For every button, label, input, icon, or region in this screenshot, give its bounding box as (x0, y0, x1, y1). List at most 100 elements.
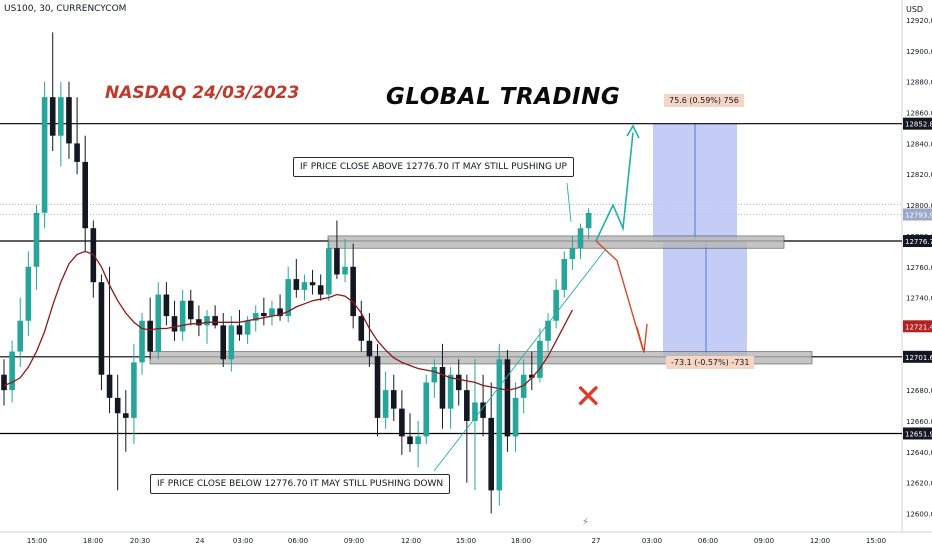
candle-body[interactable] (585, 212, 592, 229)
x-tick-label: 18:00 (511, 537, 531, 545)
x-tick-label: 03:00 (642, 537, 662, 545)
candle-body[interactable] (123, 413, 129, 418)
price-label-bg (903, 427, 932, 440)
price-label-bg (903, 320, 932, 333)
candle-body[interactable] (58, 97, 64, 136)
price-label-bg (903, 117, 932, 130)
candle-body[interactable] (455, 374, 462, 391)
candle-body[interactable] (520, 374, 527, 398)
range-down-label: -73.1 (-0.57%) -731 (666, 356, 755, 369)
candle-body[interactable] (147, 320, 153, 352)
candle-body[interactable] (309, 282, 316, 286)
candle-body[interactable] (382, 390, 389, 418)
candle-body[interactable] (293, 279, 300, 290)
candle-body[interactable] (49, 97, 56, 136)
candle-body[interactable] (74, 143, 80, 162)
candle-body[interactable] (326, 248, 332, 295)
y-tick-label: 12860.0 (906, 110, 932, 118)
moving-average-line[interactable] (3, 250, 573, 391)
candle-body[interactable] (529, 374, 535, 378)
candle-body[interactable] (390, 390, 397, 409)
candle-body[interactable] (1, 374, 7, 391)
candle-body[interactable] (9, 351, 15, 391)
candle-body[interactable] (244, 320, 251, 335)
candle-body[interactable] (171, 316, 178, 332)
candle-body[interactable] (407, 436, 413, 445)
candle-body[interactable] (447, 374, 454, 409)
candle-body[interactable] (236, 325, 243, 335)
y-tick-label: 12900.0 (906, 48, 932, 56)
candle-body[interactable] (131, 362, 137, 418)
candle-body[interactable] (179, 300, 186, 332)
candle-body[interactable] (261, 313, 267, 317)
candle-body[interactable] (561, 259, 568, 290)
candle-body[interactable] (163, 294, 170, 317)
candle-body[interactable] (269, 308, 275, 317)
candle-body[interactable] (488, 417, 494, 491)
candle-body[interactable] (277, 308, 283, 317)
x-tick-label: 15:00 (456, 537, 476, 545)
note-up[interactable]: IF PRICE CLOSE ABOVE 12776.70 IT MAY STI… (293, 157, 574, 177)
candle-body[interactable] (301, 282, 308, 290)
candle-body[interactable] (220, 325, 227, 360)
candle-body[interactable] (204, 316, 210, 326)
candle-body[interactable] (496, 359, 503, 491)
candle-body[interactable] (415, 436, 421, 445)
x-tick-label: 18:00 (83, 537, 103, 545)
candle-body[interactable] (285, 279, 291, 317)
candle-body[interactable] (569, 248, 576, 260)
candle-body[interactable] (464, 390, 470, 421)
candle-body[interactable] (366, 340, 373, 357)
candle-body[interactable] (399, 408, 405, 437)
candle-body[interactable] (212, 316, 218, 326)
candle-body[interactable] (423, 382, 430, 437)
candle-body[interactable] (504, 359, 511, 437)
candle-body[interactable] (537, 340, 543, 378)
x-tick-label: 24 (196, 537, 205, 545)
y-tick-label: 12640.0 (906, 449, 932, 457)
candle-body[interactable] (439, 367, 446, 409)
projection-down-arrow[interactable] (595, 240, 644, 351)
target-range-down[interactable] (663, 241, 747, 357)
candle-body[interactable] (187, 300, 194, 320)
candle-body[interactable] (155, 294, 162, 352)
candle-body[interactable] (98, 282, 105, 375)
candle-body[interactable] (350, 266, 356, 317)
candle-body[interactable] (139, 320, 145, 363)
candle-body[interactable] (33, 212, 40, 267)
resistance-zone[interactable] (327, 235, 785, 249)
symbol-label: US100, 30, CURRENCYCOM (4, 4, 127, 14)
range-up-label: 75.6 (0.59%) 756 (664, 94, 744, 107)
candle-body[interactable] (480, 402, 486, 418)
candle-body[interactable] (66, 97, 72, 144)
candle-body[interactable] (577, 228, 584, 249)
candle-body[interactable] (114, 397, 121, 414)
candle-body[interactable] (17, 320, 24, 352)
candle-body[interactable] (41, 97, 48, 213)
price-label: 12651.9 (905, 430, 932, 438)
x-tick-label: 06:00 (698, 537, 718, 545)
candle-body[interactable] (25, 266, 32, 321)
candle-body[interactable] (553, 289, 559, 321)
candle-body[interactable] (317, 285, 324, 295)
candle-body[interactable] (342, 266, 348, 275)
timezone-icon[interactable]: ⚡ (582, 517, 590, 528)
candle-body[interactable] (431, 367, 438, 383)
candle-body[interactable] (82, 161, 88, 229)
candle-body[interactable] (545, 320, 551, 341)
candle-body[interactable] (512, 397, 519, 437)
candle-body[interactable] (374, 356, 381, 418)
price-label-bg (903, 208, 932, 221)
candle-body[interactable] (252, 313, 259, 321)
candle-body[interactable] (334, 248, 340, 275)
candle-body[interactable] (106, 374, 113, 398)
projection-up-arrow[interactable] (595, 132, 634, 242)
candle-body[interactable] (196, 319, 202, 326)
candle-body[interactable] (472, 402, 478, 421)
y-tick-label: 12840.0 (906, 140, 932, 148)
note-down[interactable]: IF PRICE CLOSE BELOW 12776.70 IT MAY STI… (150, 474, 451, 494)
candle-body[interactable] (228, 325, 235, 360)
candle-body[interactable] (358, 316, 365, 341)
price-label: 12721.4 (905, 323, 932, 331)
